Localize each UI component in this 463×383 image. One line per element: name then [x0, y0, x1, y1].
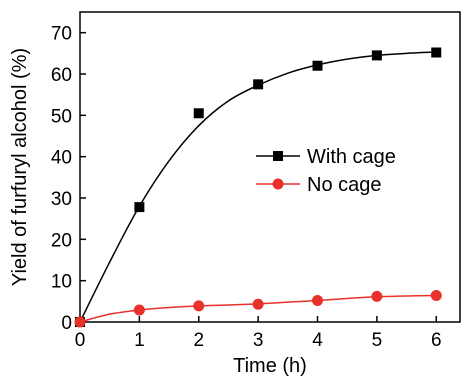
x-tick-label: 6: [431, 330, 442, 351]
data-point-no-cage: [430, 290, 442, 302]
data-point-with-cage: [134, 202, 145, 213]
x-tick-label: 4: [312, 330, 323, 351]
y-tick-label: 20: [51, 230, 72, 251]
plot-area: [79, 11, 461, 323]
legend-label-with-cage: With cage: [307, 146, 396, 168]
data-point-no-cage: [133, 304, 145, 316]
y-tick-label: 10: [51, 272, 72, 293]
data-point-no-cage: [312, 295, 323, 307]
y-tick-label: 50: [51, 106, 72, 127]
data-markers: [74, 47, 442, 328]
data-point-no-cage: [371, 290, 383, 302]
data-point-no-cage: [252, 298, 264, 310]
x-tick-label: 1: [134, 330, 145, 351]
legend: With cage No cage: [256, 146, 396, 196]
y-tick-label: 40: [51, 148, 72, 169]
x-tick-label: 0: [75, 330, 86, 351]
fit-curves: [79, 51, 437, 323]
y-tick-label: 60: [51, 65, 72, 86]
legend-marker-no-cage: [272, 178, 284, 190]
y-tick-label: 0: [61, 313, 72, 334]
y-tick-label: 70: [51, 24, 72, 45]
legend-label-no-cage: No cage: [307, 174, 382, 196]
data-point-with-cage: [371, 50, 382, 61]
series-line-with-cage: [79, 51, 437, 323]
x-axis-title: Time (h): [233, 355, 307, 377]
data-point-with-cage: [253, 79, 264, 90]
legend-marker-with-cage: [273, 151, 283, 161]
data-point-no-cage: [193, 300, 205, 312]
y-tick-label: 30: [51, 189, 72, 210]
x-tick-label: 5: [372, 330, 383, 351]
x-tick-label: 2: [193, 330, 204, 351]
data-point-with-cage: [193, 108, 204, 119]
y-axis-title: Yield of furfuryl alcohol (%): [9, 48, 31, 286]
plot-frame: [79, 11, 461, 323]
data-point-with-cage: [431, 47, 442, 58]
data-point-no-cage: [74, 316, 86, 328]
x-tick-label: 3: [253, 330, 264, 351]
data-point-with-cage: [312, 60, 323, 71]
